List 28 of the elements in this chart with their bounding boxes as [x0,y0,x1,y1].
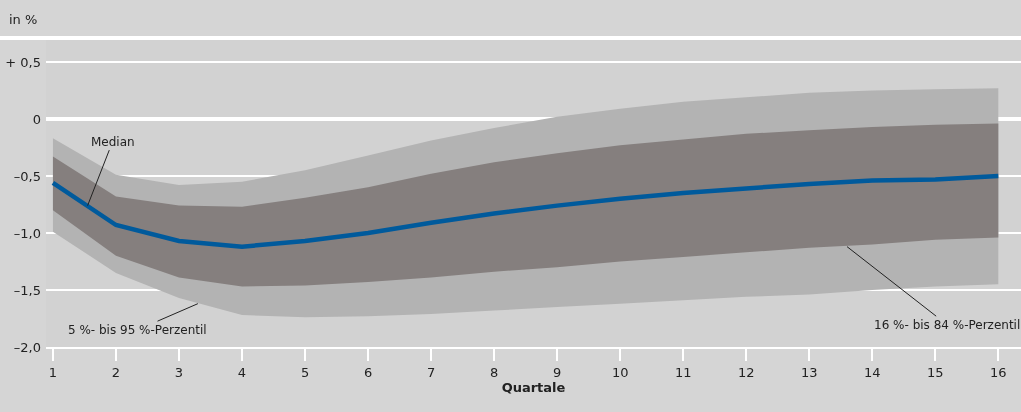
y-tick-label: + 0,5 [5,54,41,70]
x-tick-label: 7 [426,364,436,380]
x-tick-label: 16 [990,364,1007,380]
line-series [50,173,1001,249]
x-tick-label: 14 [863,364,881,380]
y-tick-label: –0,5 [13,168,41,184]
y-axis-title: in % [9,12,38,27]
x-tick-label: 13 [800,364,818,380]
annotation: 16 %- bis 84 %-Perzentil [874,318,1021,332]
x-tick-label: 4 [237,364,247,380]
x-tick-label: 6 [363,364,373,380]
x-tick-label: 11 [674,364,692,380]
y-tick-label: 0 [32,111,41,127]
y-tick-label: –1,5 [13,282,41,298]
y-tick-label: –1,0 [13,225,41,241]
x-tick-label: 5 [300,364,310,380]
x-tick-label: 12 [737,364,755,380]
annotation: Median [91,135,135,149]
x-tick-label: 9 [552,364,562,380]
x-tick-label: 8 [489,364,499,380]
x-tick-label: 10 [611,364,629,380]
y-tick-label: –2,0 [13,339,41,355]
x-tick-label: 3 [174,364,184,380]
annotation: 5 %- bis 95 %-Perzentil [68,323,207,337]
x-axis-title: Quartale [501,379,566,395]
x-tick-label: 1 [48,364,58,380]
x-tick-label: 15 [927,364,944,380]
x-tick-label: 2 [111,364,121,380]
